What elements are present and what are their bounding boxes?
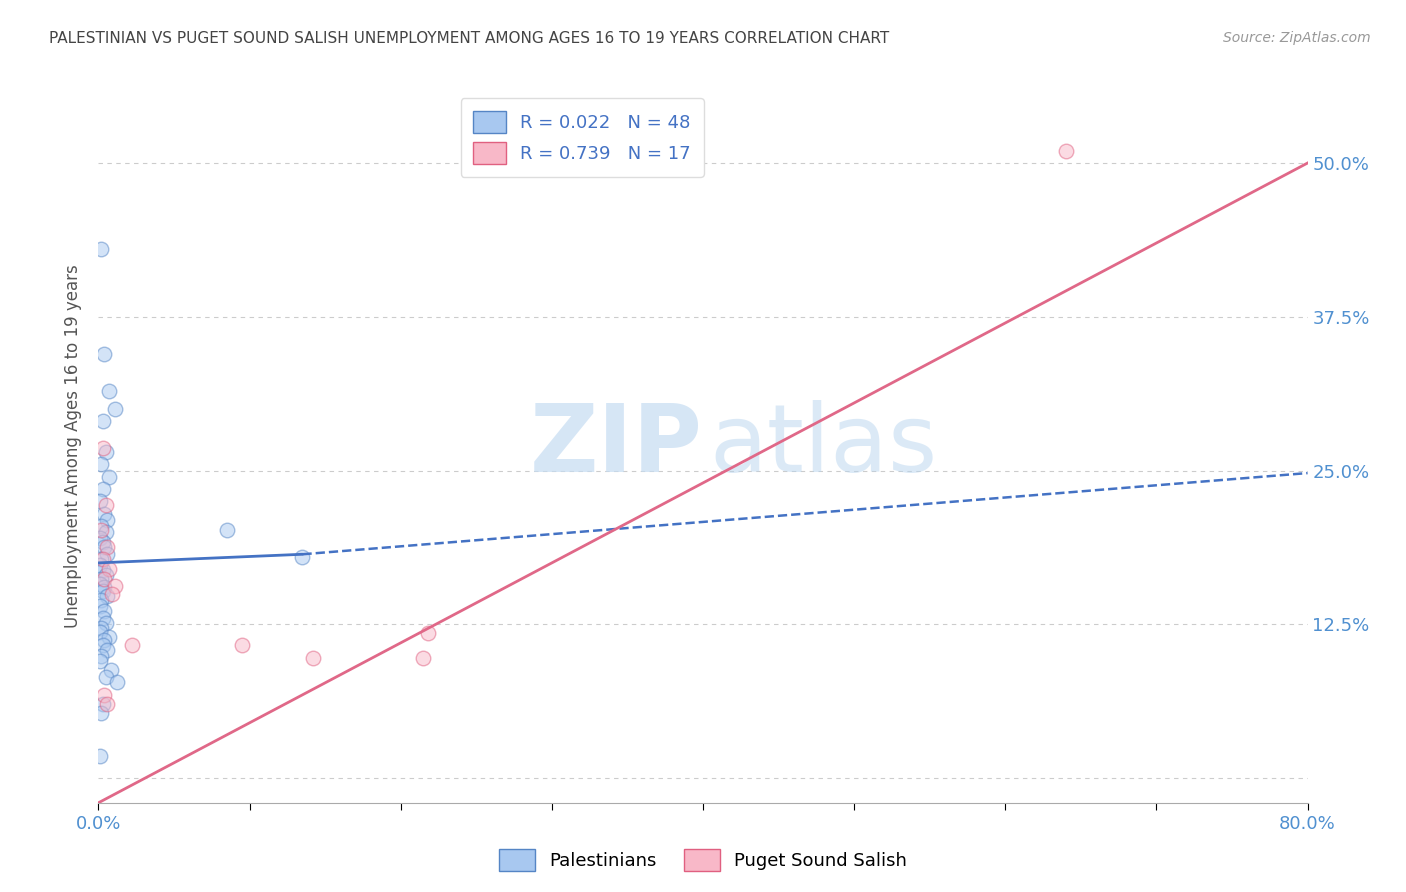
Point [90,572,112,586]
Point [94,616,117,631]
Point [91,414,114,428]
Text: Source: ZipAtlas.com: Source: ZipAtlas.com [1223,31,1371,45]
Point [91,611,114,625]
Point [416,626,439,640]
Point [91,482,114,496]
Point [291,549,314,564]
Point [89,749,111,764]
Text: atlas: atlas [709,400,938,492]
Point [100,663,122,677]
Point [302,650,325,665]
Point [90,621,112,635]
Point [96,698,118,712]
Point [104,579,127,593]
Point [98,630,121,644]
Point [93,507,115,521]
Text: ZIP: ZIP [530,400,703,492]
Point [91,584,114,599]
Point [96,540,118,554]
Point [91,552,114,566]
Point [90,523,112,537]
Point [90,519,112,533]
Point [90,592,112,607]
Point [215,523,238,537]
Point [89,531,111,545]
Point [91,442,114,456]
Point [105,675,128,690]
Point [98,384,121,398]
Point [96,513,118,527]
Point [90,649,112,664]
Point [91,638,114,652]
Point [93,633,115,648]
Point [89,599,111,613]
Point [94,568,117,582]
Point [93,347,115,361]
Point [93,688,115,702]
Point [101,587,124,601]
Point [98,562,121,576]
Point [91,698,114,712]
Point [93,572,115,586]
Point [91,563,114,577]
Point [96,643,118,657]
Point [94,445,117,459]
Point [94,525,117,540]
Point [94,670,117,684]
Point [96,589,118,603]
Point [231,638,253,652]
Point [1054,144,1077,158]
Point [96,547,118,561]
Point [89,558,111,573]
Text: PALESTINIAN VS PUGET SOUND SALISH UNEMPLOYMENT AMONG AGES 16 TO 19 YEARS CORRELA: PALESTINIAN VS PUGET SOUND SALISH UNEMPL… [49,31,890,46]
Point [89,624,111,639]
Point [90,242,112,256]
Legend: R = 0.022   N = 48, R = 0.739   N = 17: R = 0.022 N = 48, R = 0.739 N = 17 [461,98,703,177]
Point [93,540,115,554]
Point [93,581,115,595]
Point [90,458,112,472]
Point [104,402,127,417]
Point [91,535,114,549]
Point [98,469,121,483]
Point [90,706,112,720]
Point [412,650,434,665]
Point [89,576,111,591]
Point [90,552,112,566]
Point [121,638,143,652]
Point [89,654,111,668]
Legend: Palestinians, Puget Sound Salish: Palestinians, Puget Sound Salish [492,842,914,879]
Y-axis label: Unemployment Among Ages 16 to 19 years: Unemployment Among Ages 16 to 19 years [65,264,83,628]
Point [94,498,117,512]
Point [93,604,115,618]
Point [89,494,111,508]
